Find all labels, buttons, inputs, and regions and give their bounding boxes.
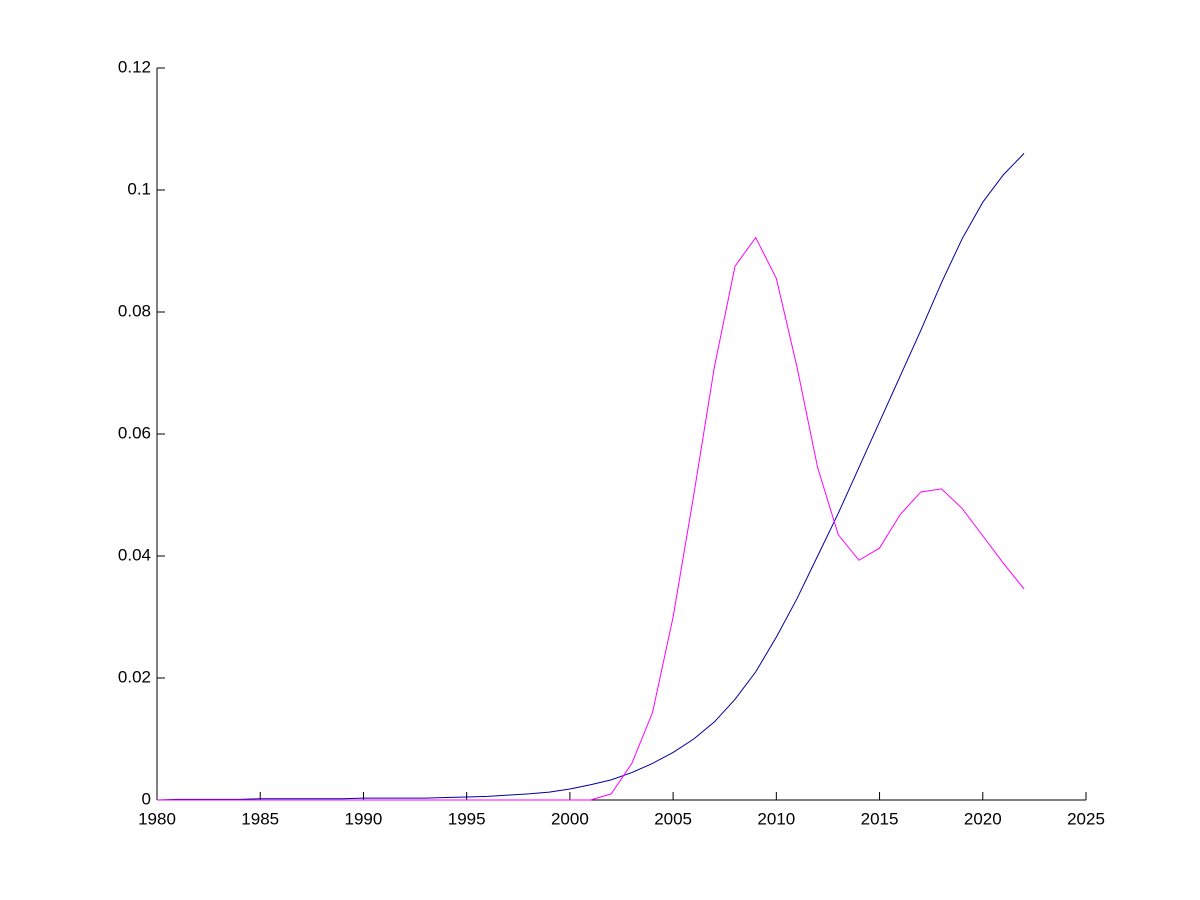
- y-tick-label: 0.1: [127, 179, 151, 198]
- x-tick-label: 2000: [551, 809, 589, 828]
- y-tick-label: 0.02: [118, 667, 151, 686]
- x-tick-label: 2005: [654, 809, 692, 828]
- y-tick-label: 0.06: [118, 423, 151, 442]
- x-tick-label: 1980: [138, 809, 176, 828]
- x-tick-label: 1995: [448, 809, 486, 828]
- y-tick-label: 0: [142, 789, 151, 808]
- y-tick-label: 0.04: [118, 545, 151, 564]
- y-tick-label: 0.12: [118, 57, 151, 76]
- data-line: [156, 153, 1025, 801]
- x-tick-label: 2015: [861, 809, 899, 828]
- x-tick-label: 1985: [241, 809, 279, 828]
- data-line: [157, 236, 1025, 801]
- x-tick-label: 2010: [757, 809, 795, 828]
- x-tick-label: 1990: [345, 809, 383, 828]
- x-tick-label: 2020: [964, 809, 1002, 828]
- y-tick-label: 0.08: [118, 301, 151, 320]
- x-tick-label: 2025: [1067, 809, 1105, 828]
